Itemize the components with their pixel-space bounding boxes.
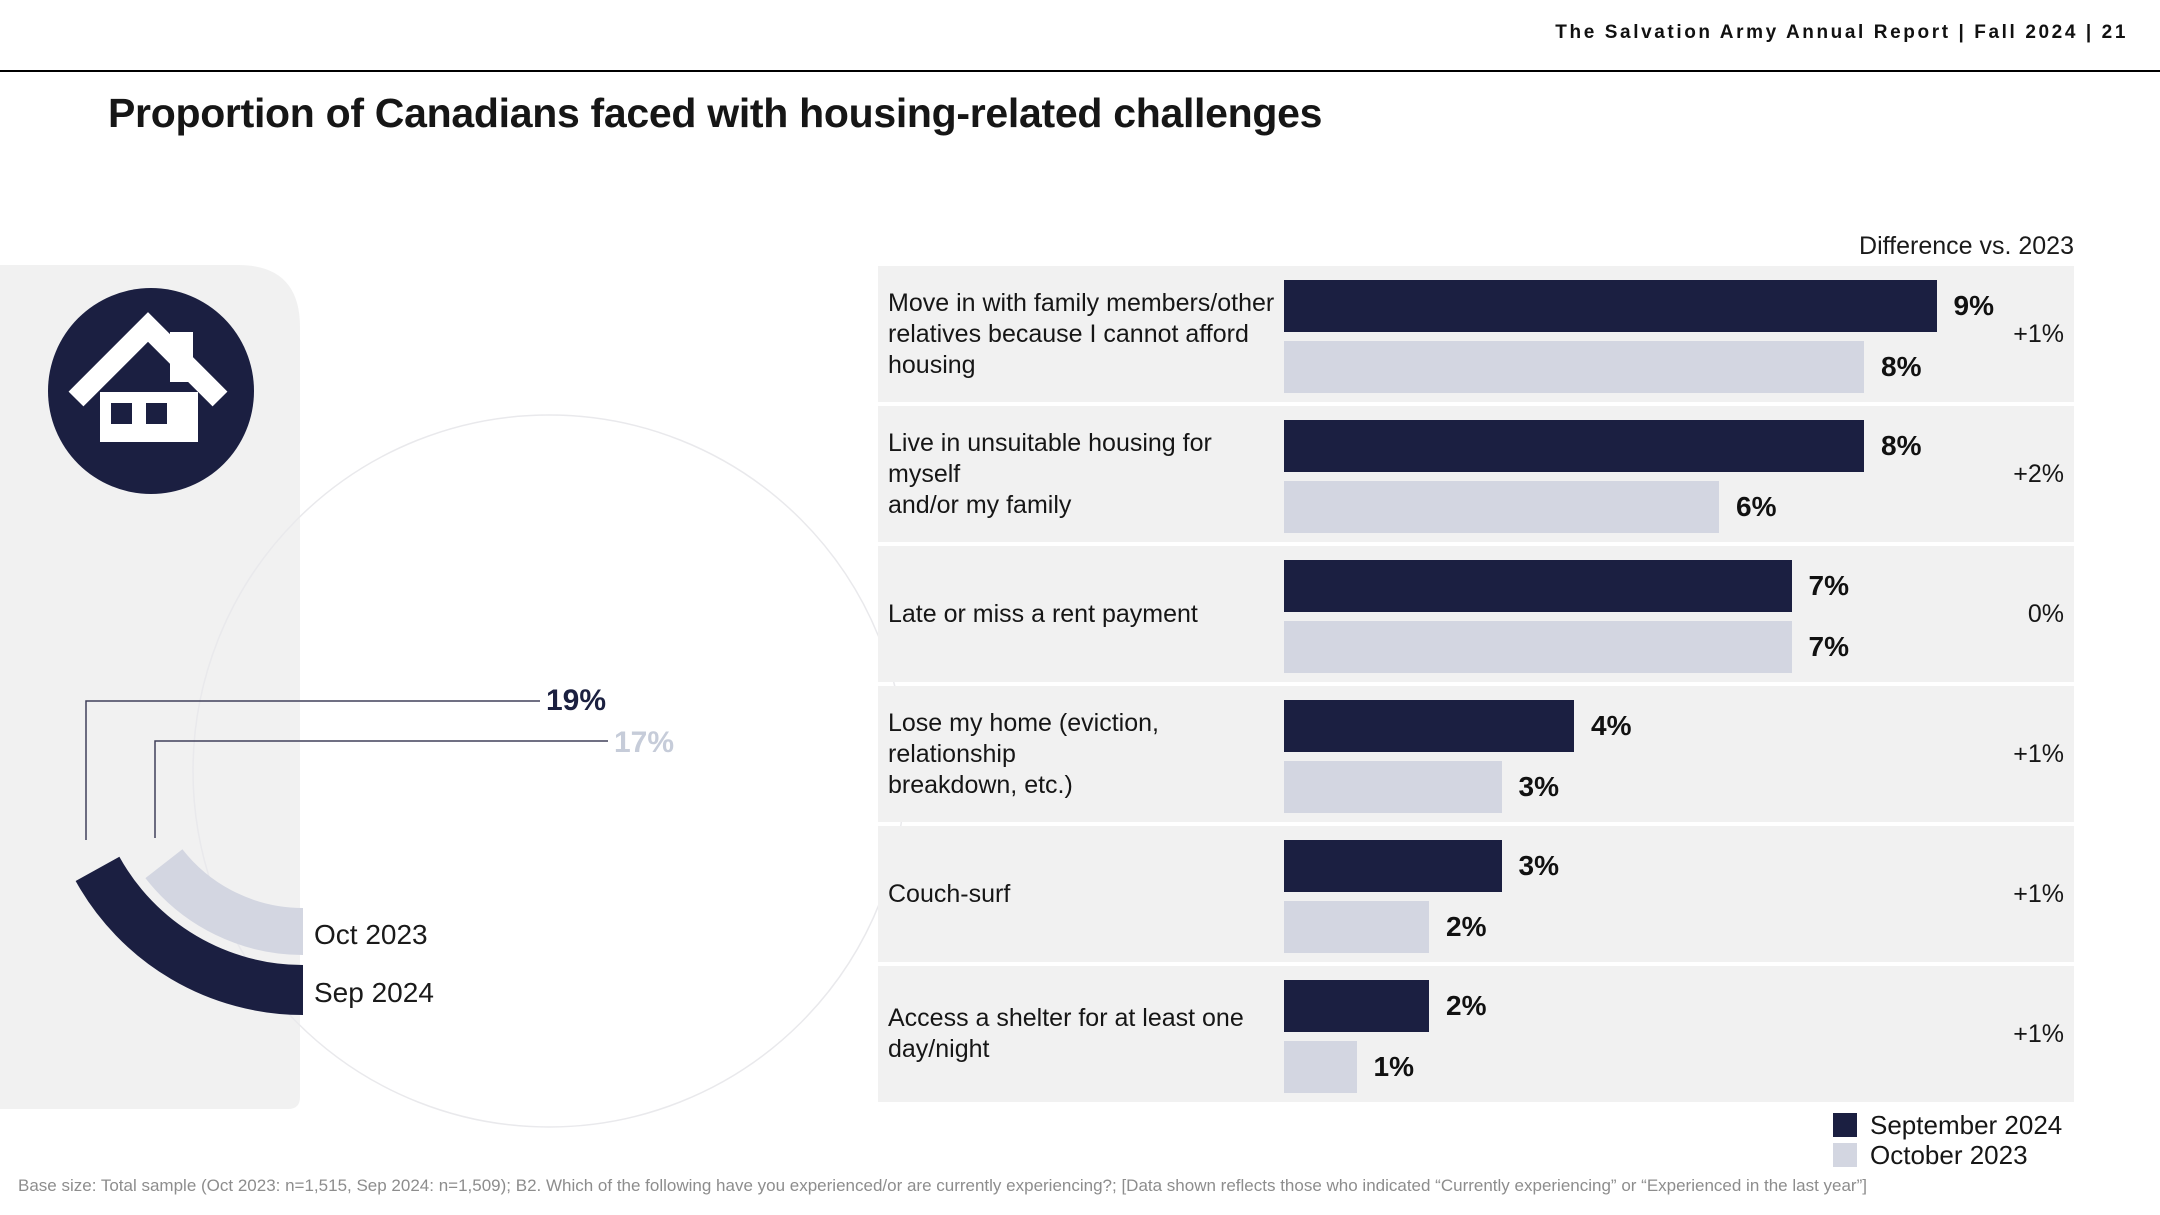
bar-value-label: 9% (1953, 290, 1994, 321)
header-rule (0, 70, 2160, 72)
footnote: Base size: Total sample (Oct 2023: n=1,5… (18, 1176, 1867, 1195)
bar-september-2024 (1284, 840, 1502, 892)
category-label: Lose my home (eviction, relationship bre… (888, 708, 1159, 799)
category-label: Access a shelter for at least one day/ni… (888, 1004, 1244, 1063)
leader-line-17-percent (154, 740, 608, 838)
house-window-left (111, 403, 132, 424)
bar-value-label: 6% (1736, 491, 1777, 522)
bar-value-label: 3% (1518, 771, 1559, 802)
bar-group: 8% 6% (1284, 420, 1921, 533)
gauge-label-sep-2024: Sep 2024 (314, 977, 434, 1008)
legend-item-september-2024: September 2024 (1833, 1110, 2062, 1140)
bar-september-2024 (1284, 280, 1937, 332)
bar-value-label: 8% (1881, 351, 1922, 382)
bar-group: 4% 3% (1284, 700, 1631, 813)
house-icon (48, 288, 254, 494)
bar-value-label: 8% (1881, 430, 1922, 461)
difference-label: +1% (2013, 739, 2064, 768)
bar-value-label: 2% (1446, 911, 1487, 942)
bar-chart: Move in with family members/other relati… (878, 266, 2074, 1102)
difference-column-header: Difference vs. 2023 (1859, 232, 2074, 260)
legend-item-october-2023: October 2023 (1833, 1140, 2062, 1170)
bar-value-label: 3% (1518, 850, 1559, 881)
leader-line-19-percent (85, 700, 540, 840)
gauge-arc-sep-2024 (75, 856, 304, 1015)
gauge-svg (0, 265, 906, 1128)
gauge-value-sep-2024: 19% (546, 684, 607, 717)
category-label: Live in unsuitable housing for myself an… (888, 428, 1212, 519)
challenge-row: Couch-surf 3% 2% +1% (878, 826, 2074, 962)
legend-label: October 2023 (1870, 1139, 2028, 1170)
challenge-row: Move in with family members/other relati… (878, 266, 2074, 402)
difference-label: +1% (2013, 319, 2064, 348)
difference-label: +2% (2013, 459, 2064, 488)
gauge-arc-oct-2023 (145, 848, 304, 955)
page-title: Proportion of Canadians faced with housi… (108, 90, 1323, 136)
challenge-row: Access a shelter for at least one day/ni… (878, 966, 2074, 1102)
house-icon-badge (48, 288, 254, 494)
category-label: Couch-surf (888, 879, 1011, 908)
gauge-label-oct-2023: Oct 2023 (314, 919, 428, 950)
challenge-row: Late or miss a rent payment 7% 7% 0% (878, 546, 2074, 682)
bar-september-2024 (1284, 700, 1574, 752)
bar-group: 2% 1% (1284, 980, 1486, 1093)
difference-label: +1% (2013, 879, 2064, 908)
bar-value-label: 1% (1373, 1051, 1414, 1082)
house-roof (68, 312, 228, 407)
challenge-row: Live in unsuitable housing for myself an… (878, 406, 2074, 542)
bar-value-label: 7% (1808, 631, 1849, 662)
housing-gauge-visual: 19% 17% Oct 2023 Sep 2024 (0, 0, 960, 1215)
bar-october-2023 (1284, 621, 1792, 673)
bar-september-2024 (1284, 560, 1792, 612)
bar-october-2023 (1284, 481, 1719, 533)
bar-october-2023 (1284, 761, 1502, 813)
bar-group: 7% 7% (1284, 560, 1849, 673)
difference-label: 0% (2027, 599, 2064, 628)
category-label: Move in with family members/other relati… (888, 288, 1275, 379)
bar-group: 9% 8% (1284, 280, 1994, 393)
bar-september-2024 (1284, 980, 1429, 1032)
house-window-right (146, 403, 167, 424)
bar-group: 3% 2% (1284, 840, 1559, 953)
legend-swatch-october-2023 (1833, 1143, 1857, 1167)
category-label: Late or miss a rent payment (888, 599, 1198, 628)
gauge-value-oct-2023: 17% (614, 726, 675, 759)
report-header: The Salvation Army Annual Report | Fall … (1555, 22, 2128, 43)
legend-swatch-september-2024 (1833, 1113, 1857, 1137)
bar-value-label: 7% (1808, 570, 1849, 601)
legend: September 2024 October 2023 (1833, 1110, 2062, 1170)
challenge-row: Lose my home (eviction, relationship bre… (878, 686, 2074, 822)
bar-september-2024 (1284, 420, 1864, 472)
difference-label: +1% (2013, 1019, 2064, 1048)
bar-october-2023 (1284, 1041, 1357, 1093)
legend-label: September 2024 (1870, 1109, 2063, 1140)
bar-value-label: 2% (1446, 990, 1487, 1021)
bar-october-2023 (1284, 341, 1864, 393)
bar-value-label: 4% (1591, 710, 1632, 741)
bar-october-2023 (1284, 901, 1429, 953)
